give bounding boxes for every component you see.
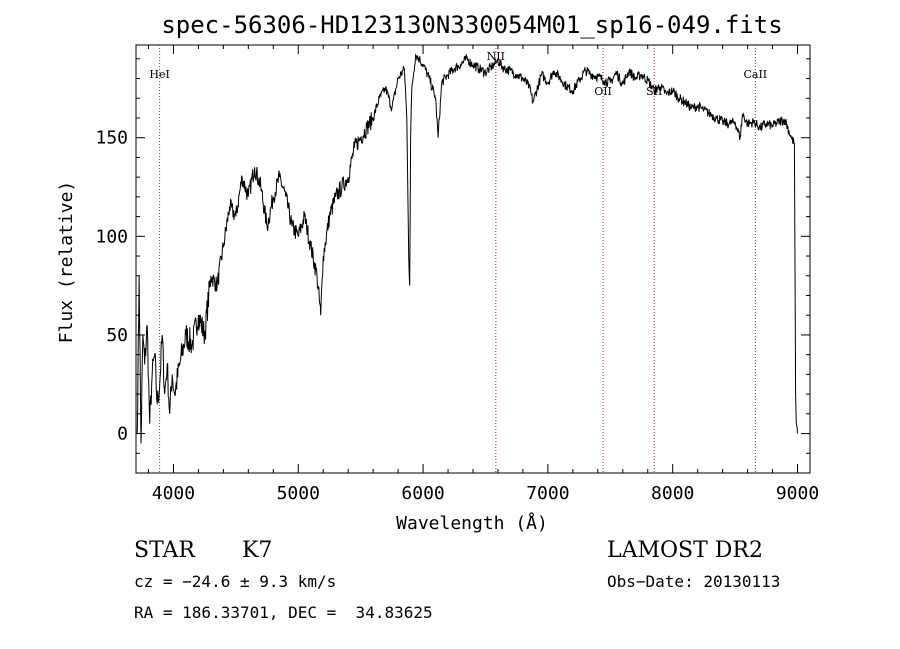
plot-area: 4000 5000 6000 7000 8000 9000050100150HeINIIO… bbox=[95, 44, 819, 504]
x-axis-label: Wavelength (Å) bbox=[396, 512, 548, 534]
y-tick-label: 0 bbox=[117, 424, 128, 445]
spectral-line-label: OII bbox=[594, 85, 612, 98]
survey-name: LAMOST DR2 bbox=[607, 538, 763, 563]
x-tick-label: 7000 bbox=[526, 483, 569, 504]
y-tick-label: 50 bbox=[106, 325, 128, 346]
spectral-line-label: HeI bbox=[149, 68, 169, 81]
x-tick-label: 9000 bbox=[776, 483, 819, 504]
x-tick-label: 6000 bbox=[401, 483, 444, 504]
subclass: K7 bbox=[242, 538, 273, 563]
redshift-cz: cz = −24.6 ± 9.3 km/s bbox=[134, 572, 337, 591]
x-tick-label: 5000 bbox=[277, 483, 320, 504]
object-type: STAR bbox=[134, 538, 195, 563]
ra-dec: RA = 186.33701, DEC = 34.83625 bbox=[134, 603, 433, 622]
chart-title: spec-56306-HD123130N330054M01_sp16-049.f… bbox=[161, 11, 782, 39]
y-tick-label: 100 bbox=[95, 226, 128, 247]
spectral-line-label: CaII bbox=[743, 68, 767, 81]
observation-date: Obs−Date: 20130113 bbox=[607, 572, 781, 591]
y-tick-label: 150 bbox=[95, 128, 128, 149]
y-axis-label: Flux (relative) bbox=[56, 181, 77, 344]
spectrum-line bbox=[136, 53, 798, 444]
x-tick-label: 8000 bbox=[651, 483, 694, 504]
x-tick-label: 4000 bbox=[152, 483, 195, 504]
